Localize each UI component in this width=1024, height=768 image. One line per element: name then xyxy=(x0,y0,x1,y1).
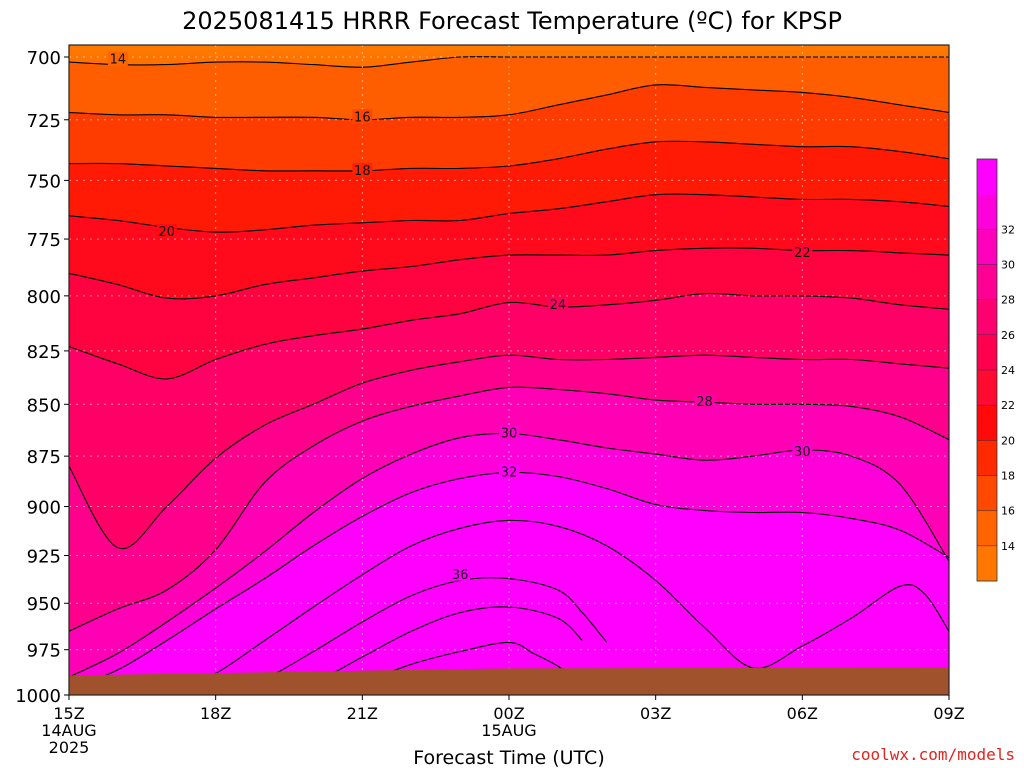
x-tick-label: 15Z xyxy=(53,704,84,723)
x-tick-label: 18Z xyxy=(200,704,231,723)
y-tick-label: 900 xyxy=(27,498,61,519)
colorbar-swatch xyxy=(977,159,997,195)
colorbar-label: 30 xyxy=(1001,259,1015,272)
colorbar: 14 16 18 20 22 24 26 28 30 32 xyxy=(976,158,1015,582)
colorbar-label: 18 xyxy=(1001,470,1015,483)
contour-line-26 xyxy=(69,354,949,550)
y-tick-label: 800 xyxy=(27,287,61,308)
contour-line-24 xyxy=(69,292,949,380)
contour-label: 32 xyxy=(501,465,518,480)
x-tick-label: 14AUG xyxy=(41,721,96,740)
contour-label-bg xyxy=(547,296,568,311)
colorbar-label: 14 xyxy=(1001,540,1015,553)
x-tick-label: 21Z xyxy=(347,704,378,723)
colorbar-swatch xyxy=(977,334,997,371)
x-axis-label: Forecast Time (UTC) xyxy=(413,747,604,768)
y-tick-label: 925 xyxy=(27,547,61,568)
contour-label-bg xyxy=(352,162,373,177)
colorbar-label: 26 xyxy=(1001,329,1015,342)
y-tick-label: 700 xyxy=(27,48,61,69)
contour-label: 20 xyxy=(159,225,176,240)
y-tick-label: 1000 xyxy=(15,686,61,707)
surface-layer xyxy=(69,667,949,695)
contour-label: 22 xyxy=(794,246,811,261)
contour-line-33 xyxy=(166,519,949,695)
contour-line-34 xyxy=(215,577,608,695)
colorbar-swatch xyxy=(977,545,997,582)
credit-text: coolwx.com/models xyxy=(851,745,1015,764)
colorbar-swatch xyxy=(977,475,997,512)
contour-label-bg xyxy=(792,444,813,459)
y-axis: 700 725 750 775 800 825 850 875 900 925 950 975 1000 xyxy=(15,48,69,707)
y-tick-label: 850 xyxy=(27,395,61,416)
colorbar-swatch xyxy=(977,229,997,265)
contour-label: 18 xyxy=(354,164,371,179)
contour-label: 30 xyxy=(794,445,811,460)
y-tick-label: 950 xyxy=(27,594,61,615)
x-tick-label: 15AUG xyxy=(481,721,536,740)
colorbar-swatch xyxy=(977,264,997,301)
colorbar-label: 32 xyxy=(1001,223,1015,236)
contour-label-bg xyxy=(792,244,813,259)
temperature-fill-layer xyxy=(69,56,949,695)
colorbar-swatch xyxy=(977,440,997,476)
contour-label-bg xyxy=(499,464,519,479)
contour-label: 30 xyxy=(501,427,518,442)
x-tick-label: 00Z xyxy=(493,704,524,723)
y-tick-label: 775 xyxy=(27,230,61,251)
contour-label-bg xyxy=(450,566,471,581)
colorbar-swatch xyxy=(977,510,997,547)
ground-surface xyxy=(69,667,949,695)
contour-label-bg xyxy=(352,109,373,124)
colorbar-label: 28 xyxy=(1001,294,1015,307)
contour-line-16 xyxy=(69,84,949,121)
y-tick-label: 875 xyxy=(27,447,61,468)
contour-label-bg xyxy=(156,224,177,239)
contour-label: 28 xyxy=(696,395,713,410)
contour-label-bg xyxy=(694,394,715,409)
contour-label: 24 xyxy=(550,298,567,313)
colorbar-swatch xyxy=(977,370,997,406)
colorbar-swatch xyxy=(977,299,997,336)
colorbar-swatch xyxy=(977,194,997,230)
x-tick-label: 06Z xyxy=(787,704,818,723)
contour-label: 16 xyxy=(354,110,371,125)
colorbar-swatch xyxy=(977,405,997,441)
contour-label-bg xyxy=(107,51,128,66)
plot-area: 14 16 18 20 22 24 28 30 30 32 36 xyxy=(69,45,949,695)
contour-label-bg xyxy=(499,425,519,440)
colorbar-label: 22 xyxy=(1001,399,1015,412)
y-tick-label: 725 xyxy=(27,111,61,132)
x-tick-label: 2025 xyxy=(49,738,90,757)
colorbar-label: 20 xyxy=(1001,434,1015,447)
y-tick-label: 975 xyxy=(27,641,61,662)
y-tick-label: 750 xyxy=(27,171,61,192)
contour-label: 36 xyxy=(452,568,469,583)
contour-labels-layer: 14 16 18 20 22 24 28 30 30 32 36 xyxy=(107,51,813,583)
contour-label: 14 xyxy=(110,53,127,68)
chart-title: 2025081415 HRRR Forecast Temperature (ºC… xyxy=(182,7,842,35)
x-tick-label: 03Z xyxy=(640,704,671,723)
contour-line-14 xyxy=(69,56,949,68)
y-tick-label: 825 xyxy=(27,342,61,363)
colorbar-label: 24 xyxy=(1001,364,1015,377)
colorbar-label: 16 xyxy=(1001,505,1015,518)
x-tick-label: 09Z xyxy=(933,704,964,723)
